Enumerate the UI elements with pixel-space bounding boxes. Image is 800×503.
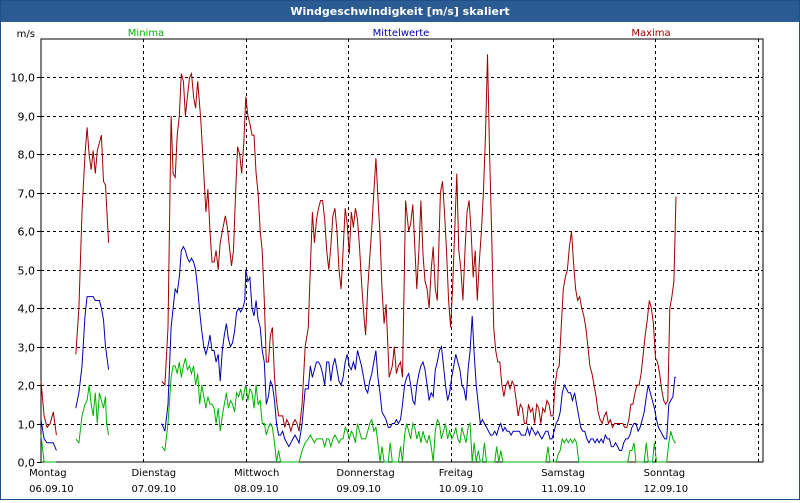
y-tick-label: 5,0: [18, 265, 36, 278]
series-line-mittelwerte: [40, 245, 676, 451]
series-line-maxima: [40, 54, 677, 436]
x-tick-label-date: 10.09.10: [439, 484, 484, 495]
x-tick-label-day: Mittwoch: [234, 468, 279, 479]
x-tick-label-date: 06.09.10: [29, 484, 74, 495]
plot-frame: [40, 38, 764, 463]
x-tick-label-date: 08.09.10: [234, 484, 279, 495]
legend-entry-mittelwerte: Mittelwerte: [373, 28, 430, 39]
x-tick-label-date: 07.09.10: [132, 484, 177, 495]
y-tick-label: 0,0: [18, 457, 36, 470]
x-tick-label-date: 11.09.10: [541, 484, 586, 495]
y-tick-label: 7,0: [18, 188, 36, 201]
x-tick-label-day: Sonntag: [644, 468, 686, 479]
series-line-minima: [40, 358, 676, 463]
legend-entry-maxima: Maxima: [631, 28, 670, 39]
wind-speed-chart: 0,0 1,0 2,0 3,0 4,0 5,0 6,0 7,0 8,0 9,0 10,0 m/s Mon…: [11, 28, 764, 495]
x-tick-label-date: 12.09.10: [644, 484, 689, 495]
x-tick-label-day: Dienstag: [132, 468, 177, 479]
x-tick-label-day: Freitag: [439, 468, 473, 479]
y-tick-label: 4,0: [18, 303, 36, 316]
y-tick-label: 8,0: [18, 149, 36, 162]
y-axis-label: m/s: [17, 29, 35, 40]
y-tick-label: 2,0: [18, 380, 36, 393]
x-tick-label-day: Samstag: [541, 468, 585, 479]
x-tick-label-day: Donnerstag: [336, 468, 394, 479]
y-tick-label: 10,0: [11, 72, 36, 85]
y-tick-label: 1,0: [18, 419, 36, 432]
y-tick-label: 3,0: [18, 342, 36, 355]
x-tick-label-date: 09.09.10: [336, 484, 381, 495]
legend-entry-minima: Minima: [128, 28, 164, 39]
x-tick-label-day: Montag: [29, 468, 66, 479]
y-tick-label: 9,0: [18, 111, 36, 124]
chart-area: 0,0 1,0 2,0 3,0 4,0 5,0 6,0 7,0 8,0 9,0 10,0 m/s Mon…: [1, 22, 799, 499]
y-tick-label: 6,0: [18, 226, 36, 239]
window-title: Windgeschwindigkeit [m/s] skaliert: [1, 1, 799, 22]
